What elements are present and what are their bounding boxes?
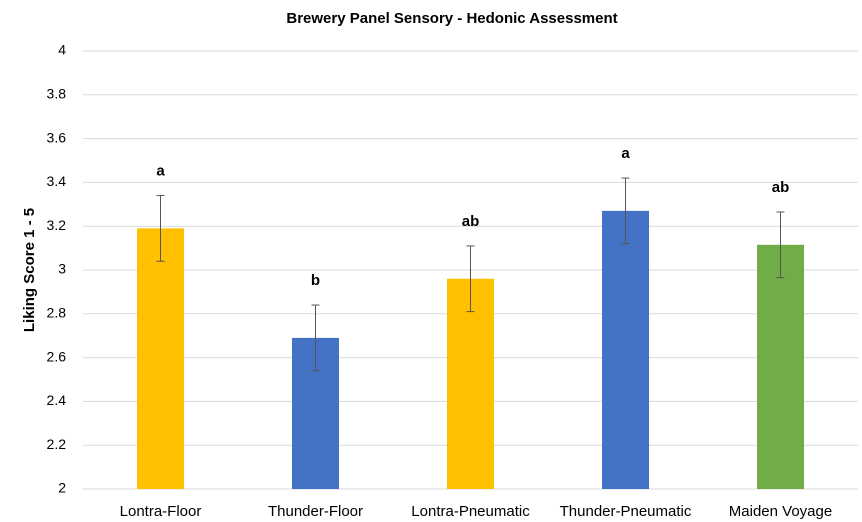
y-tick-label: 3.2 xyxy=(47,217,67,233)
significance-letter: ab xyxy=(462,213,480,230)
error-bar xyxy=(311,304,320,372)
y-tick-label: 4 xyxy=(58,42,66,58)
y-tick-label: 2.6 xyxy=(47,348,67,364)
x-tick-label: Thunder-Floor xyxy=(268,503,363,520)
y-tick-label: 2.4 xyxy=(47,392,67,408)
bar xyxy=(137,228,184,489)
bar xyxy=(602,210,649,489)
x-tick-label: Lontra-Floor xyxy=(120,503,202,520)
y-axis-label: Liking Score 1 - 5 xyxy=(21,208,38,332)
y-tick-label: 3.4 xyxy=(47,173,67,189)
chart-title: Brewery Panel Sensory - Hedonic Assessme… xyxy=(286,10,617,27)
x-tick-label: Lontra-Pneumatic xyxy=(411,503,530,520)
y-tick-label: 3.8 xyxy=(47,86,67,102)
bar xyxy=(447,278,494,489)
bar xyxy=(757,244,804,489)
y-tick-label: 2.2 xyxy=(47,436,67,452)
y-tick-label: 2 xyxy=(58,480,66,496)
x-tick-label: Thunder-Pneumatic xyxy=(560,503,692,520)
y-tick-label: 3.6 xyxy=(47,129,67,145)
significance-letter: b xyxy=(311,272,320,289)
significance-letter: a xyxy=(156,163,165,180)
error-bar xyxy=(621,177,630,245)
x-tick-label: Maiden Voyage xyxy=(729,503,832,520)
y-tick-label: 2.8 xyxy=(47,305,67,321)
significance-letter: a xyxy=(621,145,630,162)
error-bar xyxy=(156,195,165,262)
error-bar xyxy=(466,245,475,313)
y-tick-label: 3 xyxy=(58,261,66,277)
error-bar xyxy=(776,211,785,279)
significance-letter: ab xyxy=(772,179,790,196)
